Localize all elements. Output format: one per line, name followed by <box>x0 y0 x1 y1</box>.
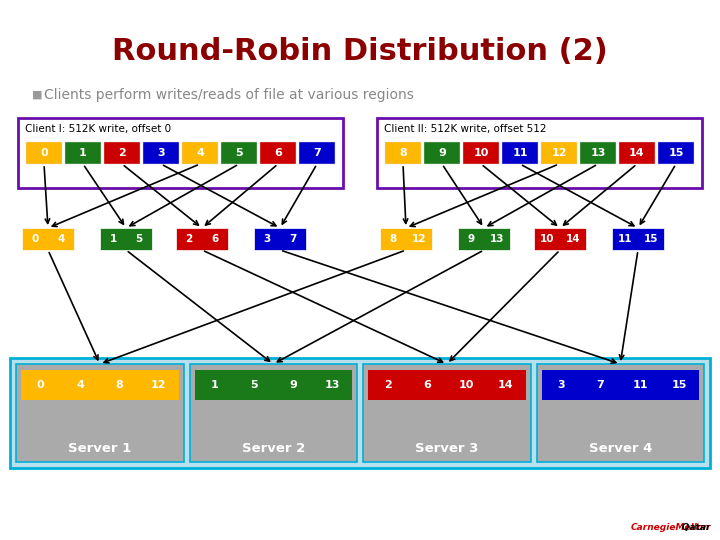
Bar <box>194 370 352 400</box>
Text: 1: 1 <box>109 234 117 244</box>
Text: 7: 7 <box>597 380 604 390</box>
Bar <box>21 370 179 400</box>
Text: Round-Robin Distribution (2): Round-Robin Distribution (2) <box>112 37 608 66</box>
Text: 3: 3 <box>557 380 565 390</box>
Bar <box>65 142 101 164</box>
Text: 9: 9 <box>438 148 446 158</box>
Bar <box>619 142 655 164</box>
Text: 9: 9 <box>289 380 297 390</box>
Bar <box>100 228 152 250</box>
Bar <box>189 364 357 462</box>
Bar <box>182 142 218 164</box>
Text: 2: 2 <box>185 234 193 244</box>
Text: 15: 15 <box>668 148 684 158</box>
Text: 12: 12 <box>412 234 426 244</box>
Bar <box>254 228 306 250</box>
Text: 10: 10 <box>540 234 554 244</box>
Bar <box>458 228 510 250</box>
Text: 3: 3 <box>157 148 165 158</box>
Text: 0: 0 <box>37 380 45 390</box>
Text: Clients perform writes/reads of file at various regions: Clients perform writes/reads of file at … <box>44 88 414 102</box>
Bar <box>580 142 616 164</box>
Text: 8: 8 <box>399 148 407 158</box>
Text: 4: 4 <box>196 148 204 158</box>
Bar <box>541 142 577 164</box>
Text: 12: 12 <box>552 148 567 158</box>
Text: 2: 2 <box>118 148 126 158</box>
Text: 11: 11 <box>512 148 528 158</box>
Bar <box>463 142 499 164</box>
Text: 6: 6 <box>423 380 431 390</box>
Text: 5: 5 <box>235 148 243 158</box>
Text: Server 3: Server 3 <box>415 442 478 455</box>
Text: 8: 8 <box>390 234 397 244</box>
Text: 4: 4 <box>58 234 65 244</box>
Text: 8: 8 <box>116 380 123 390</box>
Text: 2: 2 <box>384 380 392 390</box>
Text: 11: 11 <box>618 234 632 244</box>
Text: CarnegieMellon: CarnegieMellon <box>631 523 710 532</box>
Text: 7: 7 <box>313 148 321 158</box>
Text: 5: 5 <box>135 234 143 244</box>
Bar <box>536 364 704 462</box>
Text: 11: 11 <box>632 380 648 390</box>
Bar <box>380 228 432 250</box>
Text: 15: 15 <box>672 380 687 390</box>
Text: 0: 0 <box>32 234 39 244</box>
Bar <box>221 142 257 164</box>
Bar <box>18 118 343 188</box>
Bar <box>22 228 74 250</box>
Text: Client II: 512K write, offset 512: Client II: 512K write, offset 512 <box>384 124 546 134</box>
Text: 3: 3 <box>264 234 271 244</box>
Text: 1: 1 <box>79 148 87 158</box>
Text: Server 1: Server 1 <box>68 442 131 455</box>
Text: 14: 14 <box>566 234 580 244</box>
Bar <box>368 370 526 400</box>
Text: ■: ■ <box>32 90 42 100</box>
Bar <box>377 118 702 188</box>
Text: 6: 6 <box>212 234 219 244</box>
Text: Server 2: Server 2 <box>242 442 305 455</box>
Text: 12: 12 <box>151 380 166 390</box>
Text: 0: 0 <box>40 148 48 158</box>
Text: Server 4: Server 4 <box>588 442 652 455</box>
Text: 5: 5 <box>250 380 257 390</box>
Text: Client I: 512K write, offset 0: Client I: 512K write, offset 0 <box>25 124 171 134</box>
Bar <box>612 228 664 250</box>
Bar <box>385 142 421 164</box>
Text: 10: 10 <box>459 380 474 390</box>
Text: 13: 13 <box>325 380 340 390</box>
Text: 4: 4 <box>76 380 84 390</box>
Text: 13: 13 <box>490 234 504 244</box>
Bar <box>658 142 694 164</box>
Bar <box>176 228 228 250</box>
Text: 10: 10 <box>473 148 489 158</box>
Bar <box>260 142 296 164</box>
Bar <box>143 142 179 164</box>
Text: Qatar: Qatar <box>638 523 710 532</box>
Bar <box>424 142 460 164</box>
Text: 6: 6 <box>274 148 282 158</box>
Text: 1: 1 <box>210 380 218 390</box>
Text: 13: 13 <box>590 148 606 158</box>
Bar <box>502 142 538 164</box>
Bar <box>363 364 531 462</box>
Bar <box>299 142 335 164</box>
Bar <box>26 142 62 164</box>
Text: 15: 15 <box>644 234 658 244</box>
Bar <box>541 370 699 400</box>
Bar <box>534 228 586 250</box>
Bar <box>10 358 710 468</box>
Text: 7: 7 <box>289 234 297 244</box>
Bar <box>16 364 184 462</box>
Text: 14: 14 <box>498 380 513 390</box>
Text: 14: 14 <box>629 148 645 158</box>
Text: 9: 9 <box>467 234 474 244</box>
Bar <box>104 142 140 164</box>
